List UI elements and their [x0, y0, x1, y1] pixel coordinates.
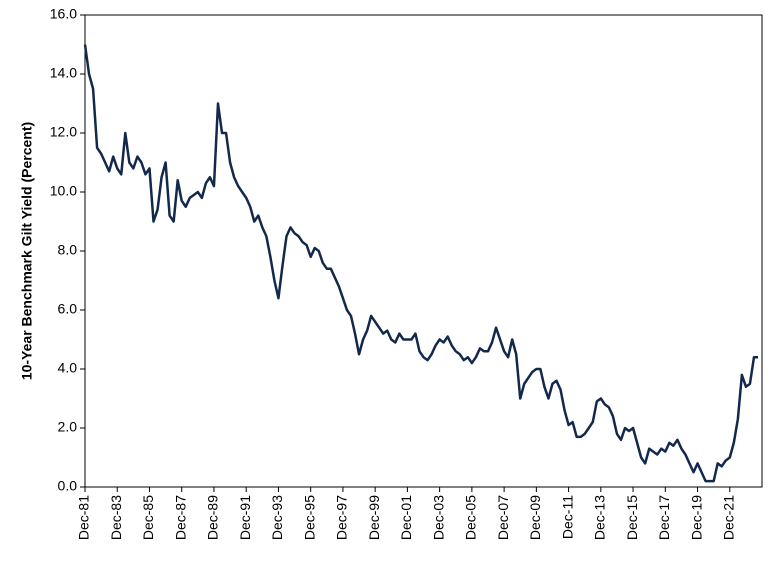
x-tick-label: Dec-19 [688, 495, 704, 540]
x-tick-label: Dec-89 [205, 495, 221, 540]
y-axis-label: 10-Year Benchmark Gilt Yield (Percent) [19, 122, 35, 380]
x-tick-label: Dec-03 [430, 495, 446, 540]
y-tick-label: 10.0 [50, 183, 77, 199]
x-tick-label: Dec-87 [172, 495, 188, 540]
y-tick-label: 14.0 [50, 65, 77, 81]
x-tick-label: Dec-13 [592, 495, 608, 540]
x-tick-label: Dec-11 [559, 495, 575, 539]
yield-line [83, 44, 758, 483]
x-tick-label: Dec-15 [624, 495, 640, 540]
y-tick-label: 6.0 [58, 301, 78, 317]
y-tick-label: 8.0 [58, 242, 78, 258]
x-tick-label: Dec-97 [334, 495, 350, 540]
y-tick-label: 12.0 [50, 124, 77, 140]
x-tick-label: Dec-05 [463, 495, 479, 540]
x-tick-label: Dec-09 [527, 495, 543, 540]
x-tick-label: Dec-85 [140, 495, 156, 540]
y-tick-label: 4.0 [58, 360, 78, 376]
x-tick-label: Dec-21 [720, 495, 736, 540]
x-tick-label: Dec-95 [301, 495, 317, 540]
x-tick-label: Dec-81 [76, 495, 92, 540]
x-tick-label: Dec-99 [366, 495, 382, 540]
x-tick-label: Dec-07 [495, 495, 511, 540]
x-tick-label: Dec-17 [656, 495, 672, 540]
y-tick-label: 0.0 [58, 478, 78, 494]
x-tick-label: Dec-93 [269, 495, 285, 540]
y-tick-label: 16.0 [50, 6, 77, 22]
y-tick-label: 2.0 [58, 419, 78, 435]
x-tick-label: Dec-91 [237, 495, 253, 540]
x-tick-label: Dec-83 [108, 495, 124, 540]
x-tick-label: Dec-01 [398, 495, 414, 540]
plot-frame [84, 14, 763, 488]
